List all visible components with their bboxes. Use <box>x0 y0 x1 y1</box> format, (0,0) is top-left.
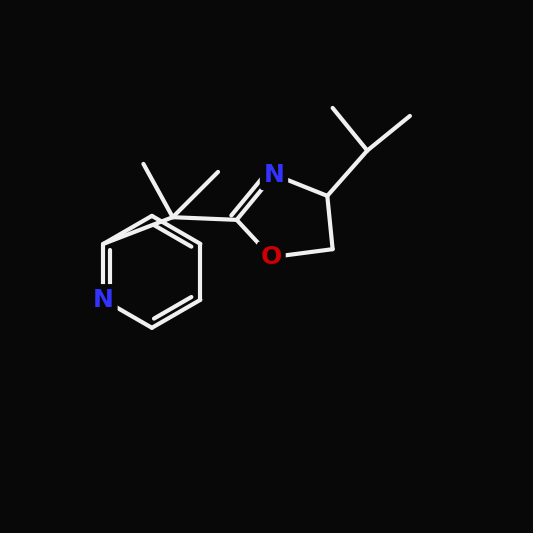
Text: O: O <box>261 245 282 269</box>
Text: N: N <box>263 163 285 187</box>
Text: N: N <box>93 288 114 312</box>
